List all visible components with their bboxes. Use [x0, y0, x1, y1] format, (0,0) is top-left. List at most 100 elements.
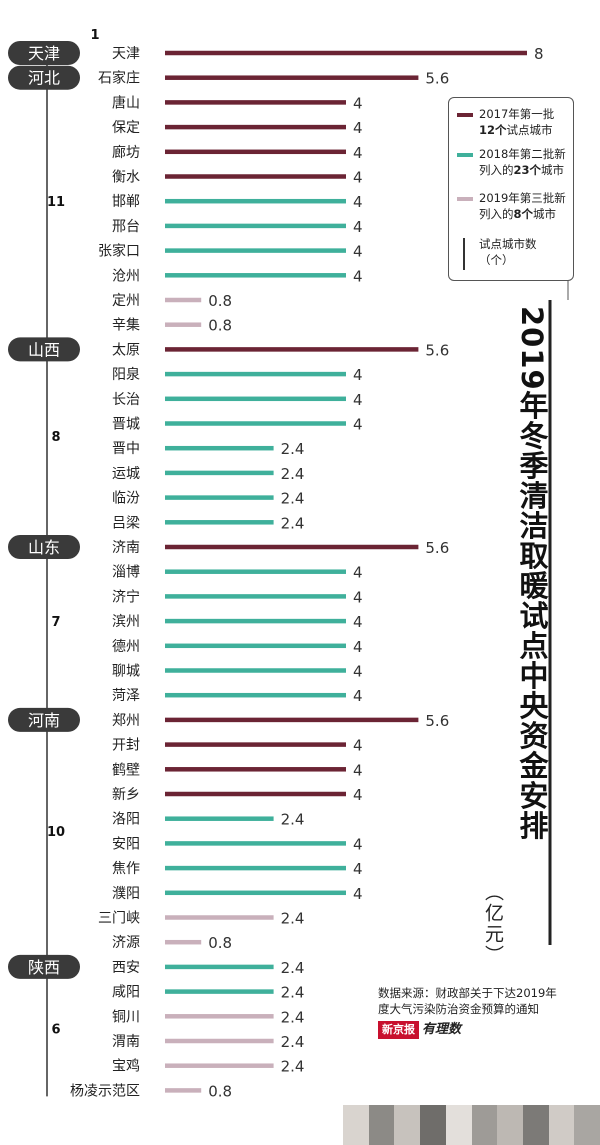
- bar: [165, 1014, 274, 1019]
- value-label: 2.4: [281, 490, 305, 508]
- city-label: 张家口: [98, 243, 140, 260]
- city-label: 沧州: [112, 267, 140, 284]
- city-label: 济南: [112, 540, 140, 556]
- value-label: 0.8: [208, 1082, 232, 1100]
- bar: [165, 248, 346, 253]
- bar: [165, 742, 346, 747]
- city-label: 淄博: [112, 564, 140, 581]
- bar: [165, 618, 346, 624]
- value-label: 2.4: [281, 959, 305, 977]
- value-label: 2.4: [281, 1058, 305, 1076]
- legend-item-count: 试点城市数 （个）: [457, 236, 571, 270]
- city-label: 济宁: [112, 588, 140, 605]
- legend-count-marker: [463, 238, 465, 270]
- city-label: 菏泽: [112, 688, 140, 704]
- city-label: 宝鸡: [112, 1058, 140, 1075]
- value-label: 2.4: [281, 910, 305, 928]
- value-label: 4: [353, 885, 363, 903]
- value-label: 4: [353, 416, 363, 434]
- province-label: 河北: [28, 69, 60, 88]
- legend: 2017年第一批 12个试点城市 2018年第二批新 列入的23个城市 2019…: [448, 97, 574, 281]
- city-label: 太原: [112, 342, 140, 358]
- bar: [165, 371, 346, 377]
- unit-label: （亿元）: [482, 882, 504, 966]
- legend-swatch-2017: [457, 113, 473, 117]
- value-label: 4: [353, 144, 363, 162]
- value-label: 5.6: [425, 70, 449, 88]
- bar: [165, 223, 346, 229]
- city-label: 开封: [112, 738, 140, 754]
- value-label: 4: [353, 835, 363, 853]
- value-label: 4: [353, 761, 363, 779]
- value-label: 4: [353, 391, 363, 409]
- legend-item-2018: 2018年第二批新 列入的23个城市: [457, 146, 571, 178]
- bar: [165, 791, 346, 797]
- province-label: 山东: [28, 538, 60, 557]
- value-label: 2.4: [281, 984, 305, 1002]
- mosaic-tile: [445, 1105, 473, 1145]
- value-label: 5.6: [425, 341, 449, 359]
- value-label: 4: [353, 366, 363, 384]
- value-label: 4: [353, 218, 363, 236]
- brand: 新京报 有理数: [378, 1018, 461, 1039]
- bar: [165, 421, 346, 426]
- province-label: 陕西: [28, 958, 60, 977]
- bar: [165, 149, 346, 155]
- bar: [165, 124, 346, 130]
- bar: [165, 643, 346, 649]
- mosaic-tile: [574, 1105, 600, 1145]
- value-label: 2.4: [281, 1033, 305, 1051]
- bar: [165, 322, 202, 327]
- city-label: 濮阳: [112, 886, 140, 902]
- value-label: 4: [353, 94, 363, 112]
- city-label: 杨凌示范区: [70, 1082, 140, 1099]
- province-badge: [8, 65, 80, 90]
- city-label: 三门峡: [98, 911, 140, 927]
- province-badge: [8, 707, 80, 732]
- bar: [165, 989, 274, 994]
- bar: [165, 198, 346, 204]
- city-label: 德州: [112, 639, 140, 655]
- value-label: 2.4: [281, 440, 305, 458]
- value-label: 0.8: [208, 317, 232, 335]
- bar: [165, 841, 346, 846]
- province-label: 天津: [28, 44, 60, 63]
- city-label: 洛阳: [112, 812, 140, 828]
- data-source: 数据来源：财政部关于下达2019年 度大气污染防治资金预算的通知: [378, 986, 557, 1016]
- city-label: 辛集: [112, 317, 140, 334]
- value-label: 0.8: [208, 292, 232, 310]
- bar: [165, 544, 419, 550]
- value-label: 4: [353, 737, 363, 755]
- value-label: 4: [353, 564, 363, 582]
- mosaic-tile: [471, 1105, 499, 1145]
- province-label: 山西: [28, 340, 60, 359]
- value-label: 0.8: [208, 934, 232, 952]
- bar: [165, 100, 346, 105]
- city-label: 咸阳: [112, 985, 140, 1001]
- bar: [165, 75, 419, 80]
- city-label: 衡水: [112, 170, 140, 186]
- value-label: 4: [353, 613, 363, 631]
- mosaic-tile: [368, 1105, 396, 1145]
- city-label: 渭南: [112, 1034, 140, 1050]
- brand-logo: 新京报: [378, 1021, 419, 1039]
- bar: [165, 816, 274, 821]
- value-label: 8: [534, 45, 544, 63]
- mosaic-tile: [548, 1105, 576, 1145]
- bar: [165, 594, 346, 599]
- bar: [165, 495, 274, 500]
- bar: [165, 470, 274, 476]
- value-label: 4: [353, 243, 363, 261]
- city-label: 滨州: [112, 614, 140, 630]
- city-label: 石家庄: [98, 70, 140, 87]
- city-label: 晋中: [112, 441, 140, 457]
- bar: [165, 520, 274, 525]
- province-badge: [8, 535, 80, 559]
- value-label: 4: [353, 638, 363, 656]
- value-label: 4: [353, 169, 363, 187]
- bar: [165, 915, 274, 920]
- province-badge: [8, 41, 80, 65]
- bar: [165, 445, 274, 451]
- city-label: 郑州: [112, 713, 140, 729]
